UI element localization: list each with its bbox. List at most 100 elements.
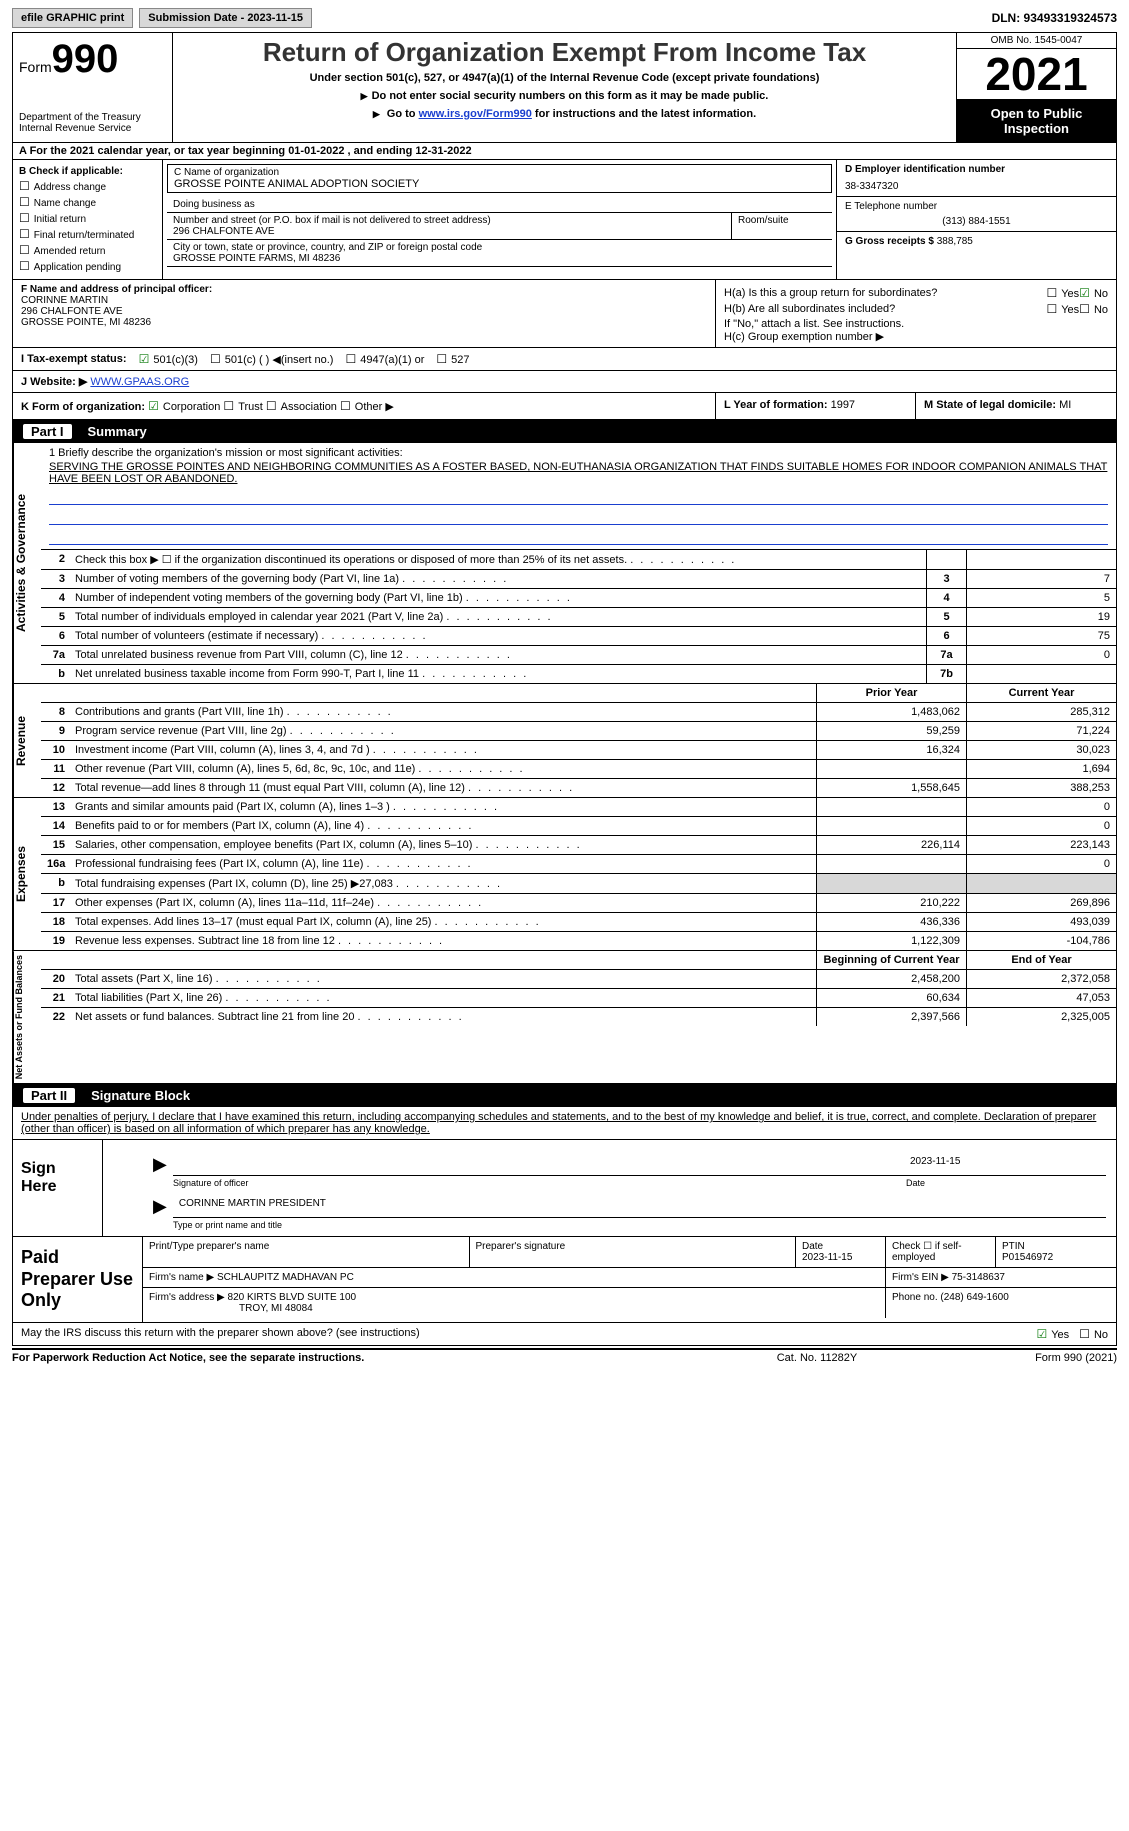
officer-addr1: 296 CHALFONTE AVE [21,306,707,317]
check-amended-return[interactable]: Amended return [19,243,156,257]
status-4947[interactable]: 4947(a)(1) or [345,352,424,366]
ha-yes[interactable]: Yes [1046,286,1079,300]
firm-addr2: TROY, MI 48084 [239,1303,313,1314]
preparer-label: Paid Preparer Use Only [13,1237,143,1322]
line-desc: Investment income (Part VIII, column (A)… [71,741,816,759]
prior-year-cell: 60,634 [816,989,966,1007]
current-year-hdr: Current Year [966,684,1116,702]
section-b-label: B Check if applicable: [19,166,156,177]
line-num: 2 [41,550,71,569]
firm-ein-box: Firm's EIN ▶ 75-3148637 [886,1268,1116,1287]
footer-middle: Cat. No. 11282Y [717,1352,917,1364]
line-box: 3 [926,570,966,588]
na-end-hdr: End of Year [966,951,1116,969]
table-row: 20Total assets (Part X, line 16) 2,458,2… [41,970,1116,989]
tax-year: 2021 [957,49,1116,100]
part-1-title: Summary [88,424,147,439]
line-value: 7 [966,570,1116,588]
table-row: 6Total number of volunteers (estimate if… [41,627,1116,646]
ha-no[interactable]: No [1079,286,1108,300]
status-527[interactable]: 527 [436,352,469,366]
line-desc: Total expenses. Add lines 13–17 (must eq… [71,913,816,931]
status-501c3[interactable]: 501(c)(3) [139,352,198,366]
m-value: MI [1059,399,1071,411]
city-label: City or town, state or province, country… [173,242,826,253]
vtab-netassets: Net Assets or Fund Balances [13,951,41,1083]
prep-check-box[interactable]: Check ☐ if self-employed [886,1237,996,1267]
firm-name-lbl: Firm's name ▶ [149,1272,214,1283]
k-association[interactable]: Association [266,401,337,413]
revenue-header-row: Prior Year Current Year [41,684,1116,703]
section-m: M State of legal domicile: MI [916,393,1116,419]
line-desc: Other expenses (Part IX, column (A), lin… [71,894,816,912]
prior-year-cell [816,760,966,778]
hb-no[interactable]: No [1079,302,1108,316]
l-label: L Year of formation: [724,399,828,411]
form-subtitle: Under section 501(c), 527, or 4947(a)(1)… [181,72,948,84]
row-j-website: J Website: ▶ WWW.GPAAS.ORG [12,371,1117,393]
irs-link[interactable]: www.irs.gov/Form990 [419,108,532,120]
governance-section: Activities & Governance 1 Briefly descri… [12,443,1117,684]
dba-row: Doing business as [167,197,832,213]
table-row: 4Number of independent voting members of… [41,589,1116,608]
na-header-row: Beginning of Current Year End of Year [41,951,1116,970]
sig-officer-field[interactable] [175,1154,906,1175]
discuss-no[interactable]: No [1079,1327,1108,1341]
omb-number: OMB No. 1545-0047 [957,33,1116,49]
officer-name-title: CORINNE MARTIN PRESIDENT [175,1196,1106,1217]
table-row: 12Total revenue—add lines 8 through 11 (… [41,779,1116,797]
prior-year-hdr: Prior Year [816,684,966,702]
k-trust[interactable]: Trust [223,401,262,413]
vtab-governance: Activities & Governance [13,443,41,683]
phone-lbl: Phone no. [892,1292,938,1303]
row-a-calendar: A For the 2021 calendar year, or tax yea… [12,143,1117,160]
check-address-change[interactable]: Address change [19,179,156,193]
officer-addr2: GROSSE POINTE, MI 48236 [21,317,707,328]
k-corporation[interactable]: Corporation [148,401,220,413]
prep-date-hdr: Date [802,1241,879,1252]
website-label: J Website: ▶ [21,376,87,388]
table-row: bNet unrelated business taxable income f… [41,665,1116,683]
line-num: 22 [41,1008,71,1026]
submission-date-button[interactable]: Submission Date - 2023-11-15 [139,8,312,28]
dept-label: Department of the Treasury Internal Reve… [19,112,166,134]
section-h: H(a) Is this a group return for subordin… [716,280,1116,347]
table-row: 18Total expenses. Add lines 13–17 (must … [41,913,1116,932]
na-hdr-num [41,951,71,969]
check-name-change[interactable]: Name change [19,195,156,209]
ein-value: 38-3347320 [845,181,1108,192]
prior-year-cell [816,874,966,893]
status-501c[interactable]: 501(c) ( ) ◀(insert no.) [210,352,333,366]
org-name: GROSSE POINTE ANIMAL ADOPTION SOCIETY [174,178,825,190]
line-num: 11 [41,760,71,778]
line-desc: Grants and similar amounts paid (Part IX… [71,798,816,816]
line-desc: Total liabilities (Part X, line 26) [71,989,816,1007]
check-initial-return[interactable]: Initial return [19,211,156,225]
hb-yes[interactable]: Yes [1046,302,1079,316]
current-year-cell: 30,023 [966,741,1116,759]
header-left: Form990 Department of the Treasury Inter… [13,33,173,142]
tel-value: (313) 884-1551 [845,216,1108,227]
current-year-cell: 2,325,005 [966,1008,1116,1026]
line-num: 4 [41,589,71,607]
line-desc: Net unrelated business taxable income fr… [71,665,926,683]
efile-print-button[interactable]: efile GRAPHIC print [12,8,133,28]
check-application-pending[interactable]: Application pending [19,259,156,273]
line-value [966,550,1116,569]
discuss-yes[interactable]: Yes [1036,1327,1069,1341]
revenue-section: Revenue Prior Year Current Year 8Contrib… [12,684,1117,798]
row-i-label: I Tax-exempt status: [21,353,127,365]
line-desc: Total revenue—add lines 8 through 11 (mu… [71,779,816,797]
part-2-header: Part II Signature Block [12,1084,1117,1107]
check-final-return[interactable]: Final return/terminated [19,227,156,241]
form-number: Form990 [19,37,166,82]
gross-label: G Gross receipts $ [845,236,934,247]
line-num: 19 [41,932,71,950]
mission-blank-2 [49,511,1108,525]
k-other[interactable]: Other ▶ [340,401,394,413]
current-year-cell: 0 [966,798,1116,816]
dln-label: DLN: 93493319324573 [992,11,1117,25]
rev-hdr-desc [71,684,816,702]
line-num: 6 [41,627,71,645]
website-link[interactable]: WWW.GPAAS.ORG [90,376,189,388]
